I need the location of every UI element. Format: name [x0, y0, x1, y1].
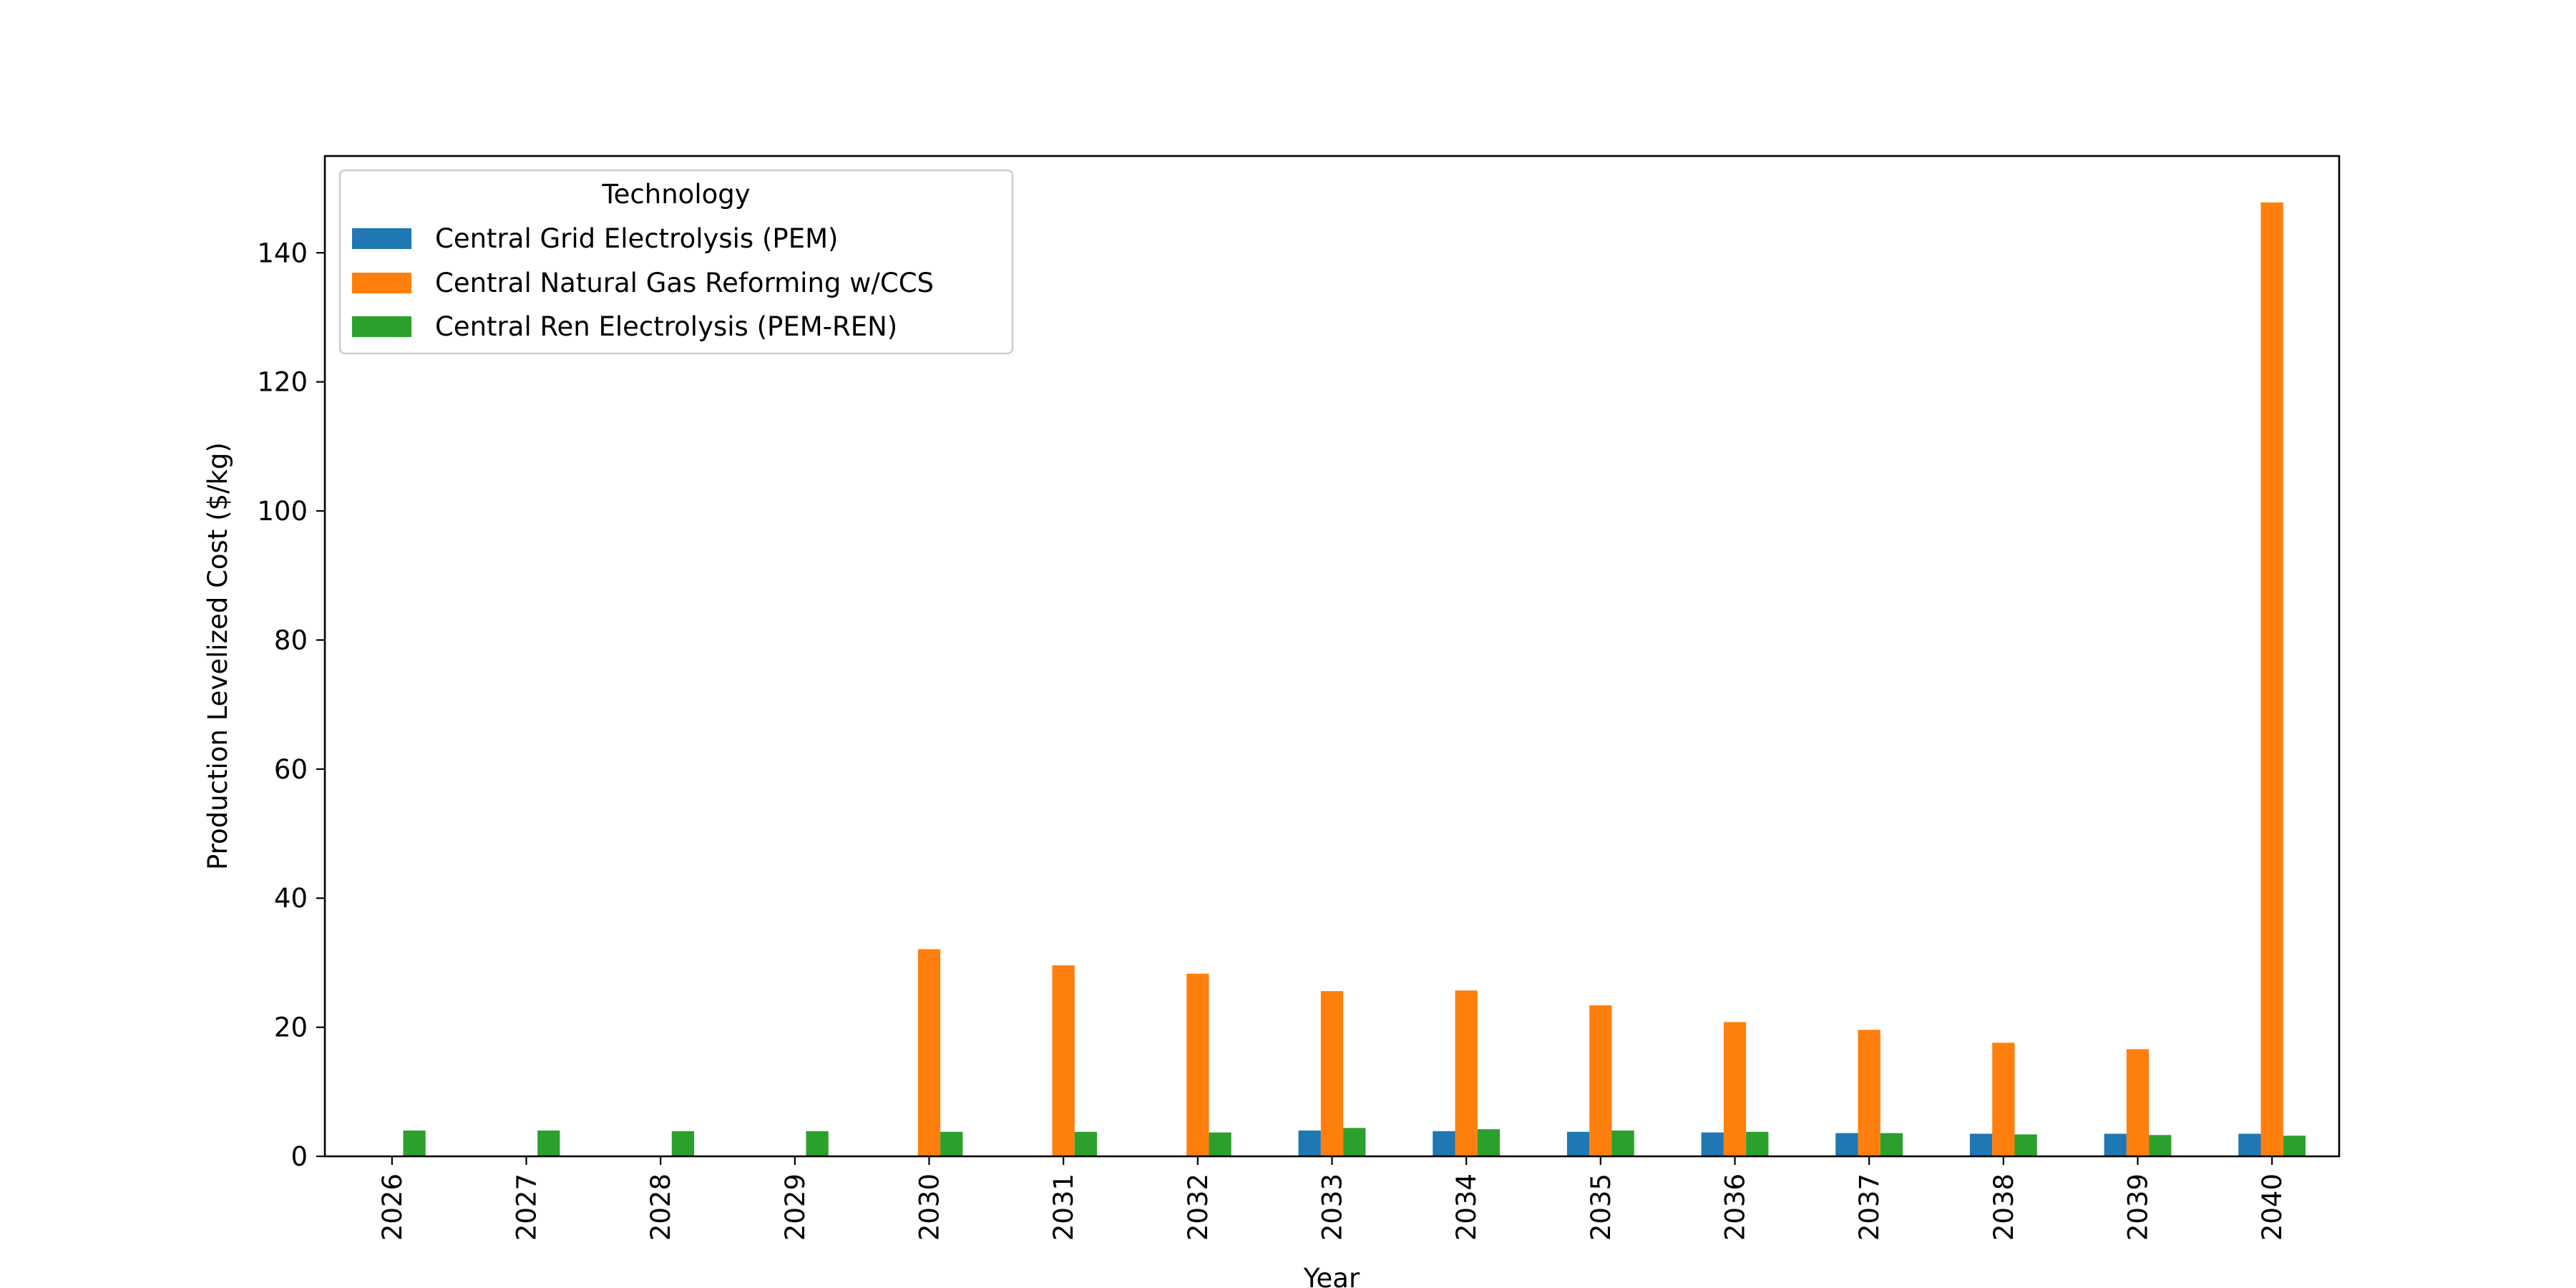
legend-label-ren-pem: Central Ren Electrolysis (PEM-REN)	[435, 311, 897, 342]
y-tick-label: 100	[257, 496, 308, 527]
bar-2-2037	[1858, 1030, 1880, 1156]
x-tick-label: 2028	[645, 1174, 676, 1241]
bar-2-2032	[1186, 973, 1209, 1156]
x-tick-label: 2032	[1183, 1174, 1214, 1241]
bar-3-2028	[671, 1131, 695, 1156]
series-2	[917, 202, 2283, 1157]
legend-swatch-natural-gas-ccs	[352, 273, 411, 293]
bar-1-2040	[2238, 1133, 2261, 1156]
bar-2-2035	[1589, 1005, 1612, 1156]
series-3	[403, 1128, 2306, 1156]
y-axis: 0 20 40 60 80 100 120 140	[257, 238, 325, 1172]
bar-3-2026	[403, 1130, 426, 1156]
bar-2-2039	[2126, 1049, 2150, 1156]
bar-2-2038	[1992, 1043, 2015, 1156]
legend-box	[338, 169, 1014, 355]
legend-label-natural-gas-ccs: Central Natural Gas Reforming w/CCS	[435, 268, 934, 298]
x-tick-label: 2035	[1586, 1174, 1616, 1241]
bar-1-2034	[1433, 1131, 1455, 1156]
x-tick-label: 2029	[780, 1174, 811, 1241]
bar-3-2034	[1477, 1129, 1501, 1156]
bar-1-2038	[1969, 1133, 1993, 1156]
bar-3-2033	[1343, 1128, 1366, 1156]
bar-3-2032	[1209, 1132, 1231, 1156]
legend: Technology Central Grid Electrolysis (PE…	[338, 169, 1014, 355]
y-tick-label: 60	[274, 754, 308, 785]
bar-2-2040	[2260, 202, 2283, 1157]
bar-3-2029	[806, 1131, 829, 1156]
bar-3-2031	[1074, 1131, 1098, 1156]
bar-1-2036	[1701, 1132, 1724, 1156]
bar-2-2036	[1723, 1022, 1747, 1156]
y-tick-label: 40	[274, 883, 308, 914]
bar-1-2037	[1835, 1133, 1858, 1156]
y-tick-label: 120	[257, 367, 308, 398]
bar-3-2035	[1611, 1130, 1634, 1156]
bar-3-2036	[1746, 1131, 1769, 1156]
legend-swatch-ren-pem	[352, 316, 411, 337]
bar-1-2033	[1298, 1130, 1321, 1156]
y-tick-label: 20	[274, 1013, 308, 1043]
x-axis-label: Year	[1303, 1263, 1360, 1288]
y-tick-label: 80	[274, 625, 308, 655]
x-tick-label: 2031	[1048, 1174, 1079, 1241]
bar-1-2035	[1566, 1131, 1590, 1156]
x-tick-label: 2030	[914, 1174, 945, 1241]
bars-layer	[403, 202, 2306, 1157]
y-tick-label: 0	[291, 1141, 308, 1172]
x-tick-label: 2027	[512, 1174, 542, 1241]
x-tick-label: 2039	[2123, 1174, 2154, 1241]
bar-1-2039	[2104, 1133, 2127, 1156]
legend-label-grid-pem: Central Grid Electrolysis (PEM)	[435, 223, 838, 254]
legend-swatch-grid-pem	[352, 228, 411, 249]
bar-3-2030	[940, 1131, 963, 1156]
bar-2-2033	[1320, 991, 1344, 1156]
bar-3-2040	[2283, 1136, 2306, 1156]
bar-2-2031	[1052, 965, 1075, 1156]
bar-2-2030	[917, 949, 941, 1156]
x-tick-label: 2040	[2257, 1174, 2288, 1241]
x-tick-label: 2026	[377, 1174, 408, 1241]
series-1	[1298, 1130, 2261, 1156]
bar-3-2039	[2149, 1135, 2172, 1156]
x-tick-label: 2037	[1854, 1174, 1885, 1241]
bar-2-2034	[1455, 990, 1478, 1156]
bar-3-2037	[1880, 1133, 1903, 1156]
y-axis-label: Production Levelized Cost ($/kg)	[203, 442, 233, 870]
x-axis: 2026 2027 2028 2029 2030 2031 2032 2033 2034 2035…	[377, 1156, 2288, 1241]
x-tick-label: 2038	[1989, 1174, 2019, 1241]
y-tick-label: 140	[257, 238, 308, 268]
bar-3-2038	[2014, 1134, 2037, 1156]
bar-3-2027	[537, 1130, 560, 1156]
x-tick-label: 2033	[1317, 1174, 1348, 1241]
x-tick-label: 2034	[1451, 1174, 1482, 1241]
x-tick-label: 2036	[1720, 1174, 1751, 1241]
legend-title: Technology	[601, 179, 750, 210]
